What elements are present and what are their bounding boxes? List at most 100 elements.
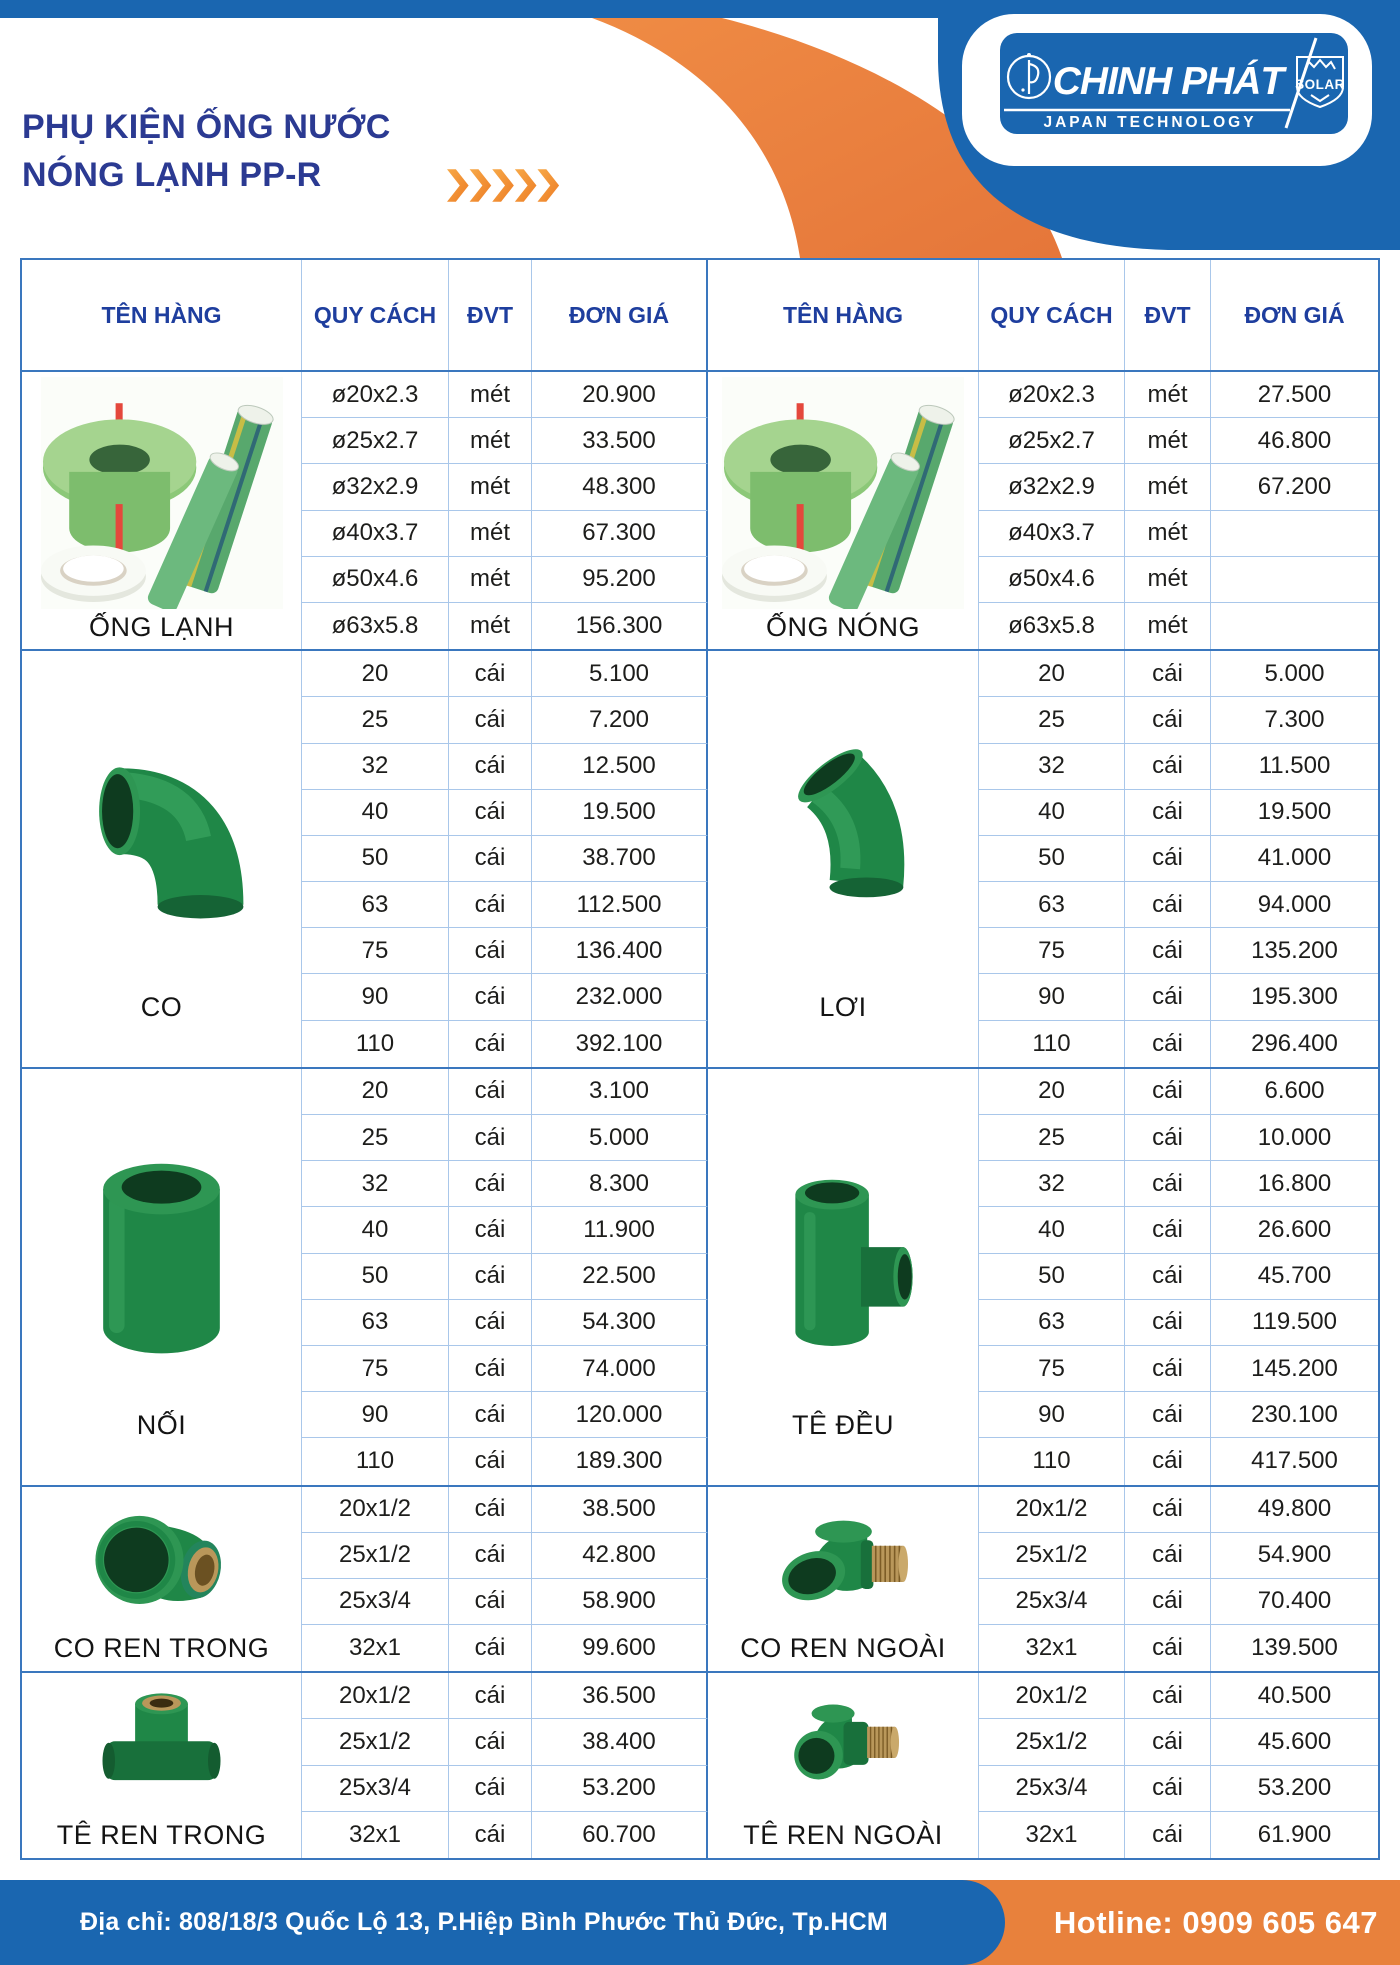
column-header: ĐVT xyxy=(1125,260,1211,370)
price-cell: 7.300 xyxy=(1211,697,1378,744)
price-cell: 41.000 xyxy=(1211,836,1378,883)
spec-cell: 50 xyxy=(979,835,1125,883)
footer-address-band: Địa chỉ: 808/18/3 Quốc Lộ 13, P.Hiệp Bìn… xyxy=(0,1880,1005,1965)
address: Địa chỉ: 808/18/3 Quốc Lộ 13, P.Hiệp Bìn… xyxy=(80,1908,888,1936)
table-band: CO 20 cái 5.100 25 cái 7.200 32 cái 12.500 40 cái 19… xyxy=(22,649,1378,1067)
price-cell: 94.000 xyxy=(1211,882,1378,929)
spec-cell: ø25x2.7 xyxy=(302,418,449,465)
spec-cell: ø40x3.7 xyxy=(302,510,449,557)
price-cell: 417.500 xyxy=(1251,1447,1338,1475)
spec-cell: 25x1/2 xyxy=(302,1532,449,1579)
price-cell: 74.000 xyxy=(532,1345,708,1393)
unit-cell: cái xyxy=(1125,1532,1211,1579)
unit-cell: cái xyxy=(1125,1673,1211,1720)
spec-cell: 25x3/4 xyxy=(302,1578,449,1626)
spec-cell: 32 xyxy=(979,1161,1125,1208)
unit-cell: mét xyxy=(449,372,532,419)
spec-cell: 25x1/2 xyxy=(302,1719,449,1766)
unit-cell: cái xyxy=(1125,1392,1211,1439)
spec-cell: 90 xyxy=(979,1392,1125,1439)
unit-cell: mét xyxy=(449,464,532,511)
price-cell: 392.100 xyxy=(532,1020,708,1067)
table-band: CO REN TRONG 20x1/2 cái 38.500 25x1/2 cái 42.8… xyxy=(22,1484,1378,1672)
product-name-cell: TÊ REN NGOÀI xyxy=(708,1673,979,1858)
spec-cell: 25 xyxy=(302,697,449,744)
unit-cell: cái xyxy=(1125,1115,1211,1162)
spec-cell: ø32x2.9 xyxy=(302,464,449,511)
spec-cell: 25 xyxy=(979,1115,1125,1162)
coupling-image xyxy=(74,1131,249,1393)
spec-cell: 40 xyxy=(979,789,1125,836)
product-name-cell: TÊ ĐỀU xyxy=(708,1068,979,1485)
unit-cell: cái xyxy=(449,1532,532,1579)
spec-cell: 25x3/4 xyxy=(979,1578,1125,1626)
product-name: TÊ REN NGOÀI xyxy=(743,1820,943,1850)
unit-cell: cái xyxy=(1125,1207,1211,1254)
unit-cell: cái xyxy=(449,1161,532,1208)
unit-cell: cái xyxy=(1125,1765,1211,1812)
price-cell: 230.100 xyxy=(1211,1392,1378,1439)
product-name-cell: NỐI xyxy=(22,1068,302,1485)
product-name: CO xyxy=(140,991,183,1022)
logo-brand: CHINH PHÁT xyxy=(1053,59,1288,103)
cold-hot-pipes-image xyxy=(37,377,287,609)
logo-diagonal-line xyxy=(1284,37,1318,129)
top-bar xyxy=(0,0,1400,18)
spec-cell: 50 xyxy=(979,1253,1125,1300)
price-cell: 38.400 xyxy=(532,1719,708,1766)
spec-cell: 110 xyxy=(302,1438,449,1485)
spec-cell: 63 xyxy=(979,882,1125,929)
price-cell: 12.500 xyxy=(532,743,708,790)
price-cell: 296.400 xyxy=(1251,1029,1338,1057)
price-cell: 45.700 xyxy=(1211,1254,1378,1300)
unit-cell: mét xyxy=(1125,556,1211,603)
orange-swoosh-shape xyxy=(592,18,1062,258)
unit-cell: cái xyxy=(449,743,532,790)
unit-cell: cái xyxy=(449,1438,532,1485)
unit-cell: cái xyxy=(1125,1345,1211,1393)
unit-cell: cái xyxy=(449,974,532,1021)
spec-cell: 63 xyxy=(302,1299,449,1346)
price-cell: 120.000 xyxy=(532,1392,708,1439)
unit-cell: cái xyxy=(449,1673,532,1720)
spec-cell: 32x1 xyxy=(302,1811,449,1858)
price-cell: 5.000 xyxy=(1211,651,1378,698)
header-art: CHINH PHÁT SOLAR JAPAN TECHNOLOGY xyxy=(592,14,1400,258)
unit-cell: cái xyxy=(449,1020,532,1067)
spec-cell: 20x1/2 xyxy=(302,1673,449,1720)
spec-cell: 50 xyxy=(302,1253,449,1300)
spec-cell: 40 xyxy=(302,789,449,836)
male-thread-elbow-image xyxy=(756,1497,931,1615)
table-band: NỐI 20 cái 3.100 25 cái 5.000 32 cái 8.300 40 cái 11… xyxy=(22,1066,1378,1485)
spec-cell: 25 xyxy=(979,697,1125,744)
elbow-45-image xyxy=(753,713,933,943)
price-cell: 7.200 xyxy=(532,697,708,744)
product-name: TÊ ĐỀU xyxy=(791,1409,894,1440)
table-header-row: TÊN HÀNG QUY CÁCH ĐVT ĐƠN GIÁ TÊN HÀNG QUY CÁ… xyxy=(22,260,1378,370)
price-cell: 53.200 xyxy=(1211,1766,1378,1812)
unit-cell: cái xyxy=(1125,882,1211,929)
price-cell: 67.300 xyxy=(532,510,708,557)
female-thread-tee-image xyxy=(74,1683,249,1801)
spec-cell: 32x1 xyxy=(979,1811,1125,1858)
spec-cell: 20 xyxy=(302,1068,449,1115)
spec-cell: 40 xyxy=(979,1207,1125,1254)
unit-cell: cái xyxy=(449,1765,532,1812)
unit-cell: mét xyxy=(449,418,532,465)
spec-cell: 25x1/2 xyxy=(979,1719,1125,1766)
unit-cell: cái xyxy=(449,1207,532,1254)
price-cell: 38.700 xyxy=(532,835,708,883)
cp-monogram-icon xyxy=(1006,53,1052,100)
price-cell: 53.200 xyxy=(532,1765,708,1812)
price-cell: 70.400 xyxy=(1211,1579,1378,1626)
product-name: CO REN TRONG xyxy=(53,1633,270,1664)
price-cell: 49.800 xyxy=(1211,1487,1378,1533)
unit-cell: cái xyxy=(449,835,532,883)
price-cell: 156.300 xyxy=(532,602,708,650)
unit-cell: cái xyxy=(1125,1625,1211,1672)
price-cell: 40.500 xyxy=(1211,1673,1378,1720)
spec-cell: 20x1/2 xyxy=(979,1486,1125,1533)
spec-cell: ø20x2.3 xyxy=(302,372,449,419)
unit-cell: cái xyxy=(449,928,532,975)
unit-cell: mét xyxy=(1125,418,1211,465)
